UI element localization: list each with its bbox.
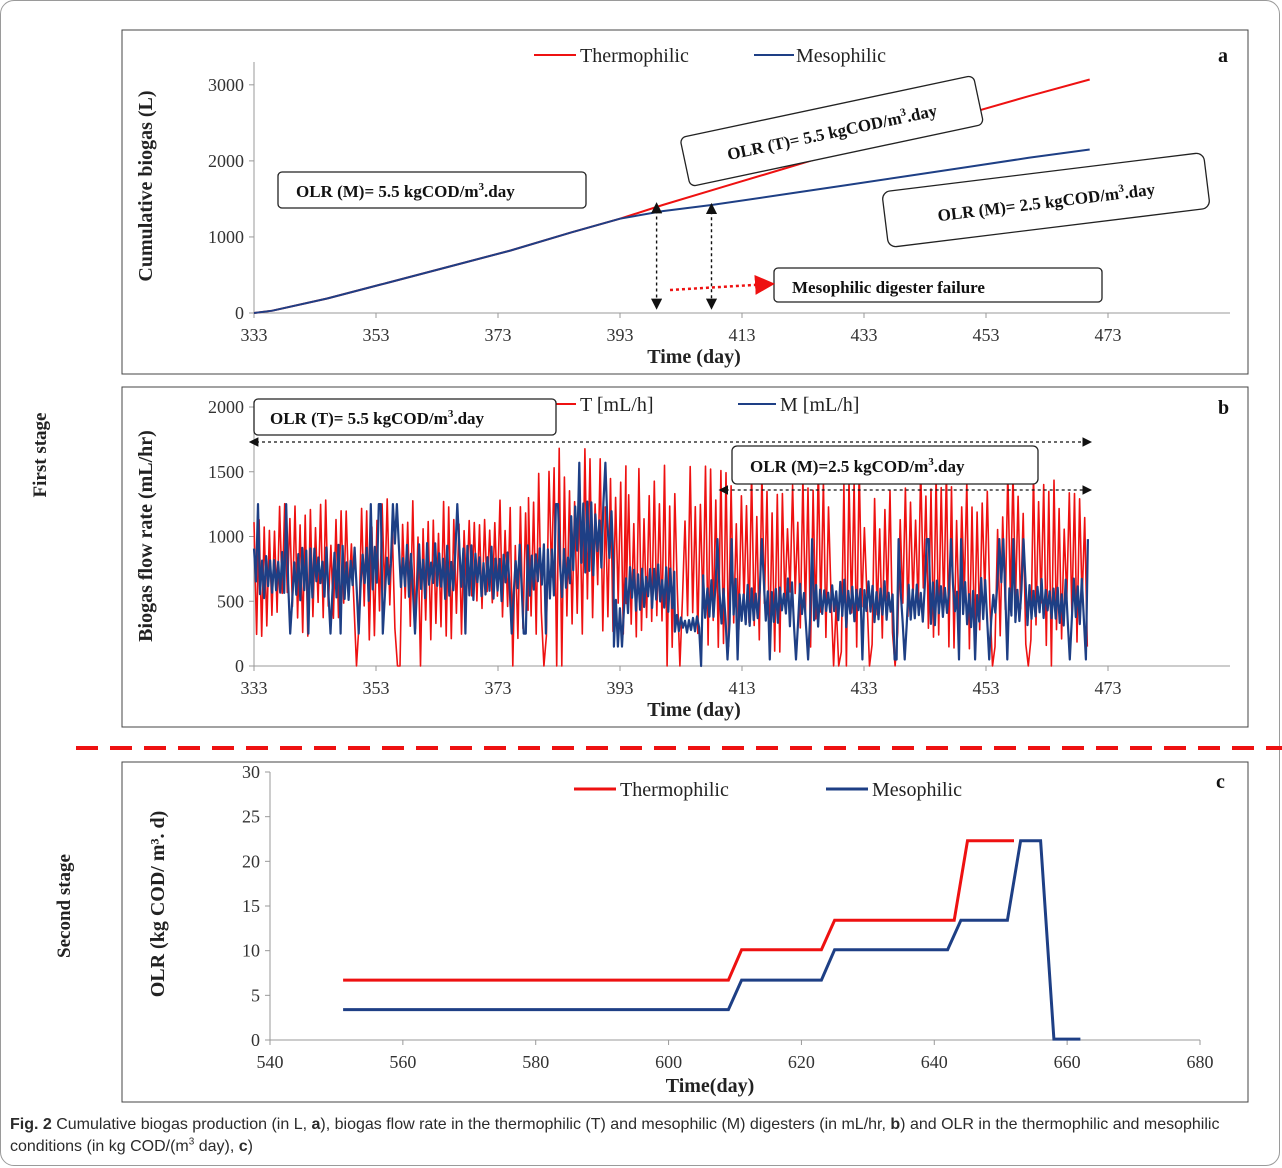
- y-tick-label: 3000: [208, 75, 244, 95]
- x-tick-label: 373: [485, 678, 512, 698]
- x-tick-label: 413: [729, 325, 756, 345]
- series-line-m: [252, 461, 1089, 668]
- x-tick-label: 453: [973, 678, 1000, 698]
- y-tick-label: 25: [242, 807, 260, 827]
- panel-a-frame: [121, 29, 1249, 375]
- panel-c-frame: [121, 761, 1249, 1103]
- y-tick-label: 0: [251, 1030, 260, 1050]
- series-line-mesophilic: [253, 148, 1090, 314]
- y-tick-label: 10: [242, 941, 260, 961]
- failure-pointer-arrow: [669, 274, 775, 295]
- y-tick-label: 20: [242, 851, 260, 871]
- x-tick-label: 473: [1095, 325, 1122, 345]
- svg-text:Mesophilic digester failure: Mesophilic digester failure: [792, 278, 985, 297]
- legend-label-m: M [mL/h]: [780, 394, 859, 416]
- x-tick-label: 353: [363, 325, 390, 345]
- x-tick-label: 393: [607, 678, 634, 698]
- svg-text:OLR (M)= 5.5 kgCOD/m3.day: OLR (M)= 5.5 kgCOD/m3.day: [296, 181, 515, 201]
- annotation-olr-t-55: OLR (T)= 5.5 kgCOD/m3.day: [680, 75, 984, 187]
- annotation-olr-m-25-b: OLR (M)=2.5 kgCOD/m3.day: [731, 445, 1039, 485]
- first-stage-label: First stage: [30, 413, 51, 498]
- y-tick-label: 15: [242, 896, 260, 916]
- panel-a-letter: a: [1218, 45, 1228, 67]
- legend-label-thermophilic: Thermophilic: [580, 45, 689, 67]
- x-tick-label: 433: [851, 325, 878, 345]
- y-tick-label: 1000: [208, 227, 244, 247]
- panel-c-xlabel: Time(day): [666, 1075, 755, 1097]
- x-tick-label: 373: [485, 325, 512, 345]
- x-tick-label: 580: [522, 1052, 549, 1072]
- legend-label-t: T [mL/h]: [580, 394, 654, 416]
- x-tick-label: 433: [851, 678, 878, 698]
- y-tick-label: 1500: [208, 462, 244, 482]
- series-line-thermophilic: [343, 839, 1014, 982]
- panel-b-xlabel: Time (day): [647, 699, 741, 721]
- x-tick-label: 680: [1187, 1052, 1214, 1072]
- panel-a-xlabel: Time (day): [647, 346, 741, 368]
- x-tick-label: 600: [655, 1052, 682, 1072]
- x-tick-label: 640: [921, 1052, 948, 1072]
- y-tick-label: 0: [235, 303, 244, 323]
- series-line-mesophilic: [343, 839, 1081, 1041]
- annotation-failure: Mesophilic digester failure: [773, 267, 1103, 303]
- x-tick-label: 353: [363, 678, 390, 698]
- panel-b-frame: [121, 386, 1249, 728]
- y-tick-label: 500: [217, 591, 244, 611]
- svg-text:OLR (M)=2.5 kgCOD/m3.day: OLR (M)=2.5 kgCOD/m3.day: [750, 456, 965, 476]
- annotation-olr-m-25: OLR (M)= 2.5 kgCOD/m3.day: [882, 152, 1210, 248]
- figure-caption: Fig. 2 Cumulative biogas production (in …: [10, 1116, 1220, 1155]
- x-tick-label: 540: [257, 1052, 284, 1072]
- failure-arrows: [650, 202, 775, 310]
- x-tick-label: 660: [1054, 1052, 1081, 1072]
- x-tick-label: 333: [241, 325, 268, 345]
- svg-text:OLR (T)= 5.5 kgCOD/m3.day: OLR (T)= 5.5 kgCOD/m3.day: [270, 408, 485, 428]
- x-tick-label: 413: [729, 678, 756, 698]
- panel-c-ylabel: OLR (kg COD/ m³. d): [147, 811, 169, 998]
- y-tick-label: 2000: [208, 151, 244, 171]
- legend-label-mesophilic-c: Mesophilic: [872, 779, 962, 801]
- annotation-olr-m-55: OLR (M)= 5.5 kgCOD/m3.day: [277, 171, 587, 209]
- panel-a-ylabel: Cumulative biogas (L): [135, 90, 157, 281]
- range-arrows: [248, 437, 1093, 495]
- panel-b: 0 500 1000 1500 2000 333 353 373 393 413 433 453 47…: [121, 386, 1249, 728]
- panel-b-letter: b: [1218, 397, 1229, 419]
- panel-b-legend: T [mL/h] M [mL/h]: [554, 394, 859, 416]
- y-tick-label: 30: [242, 762, 260, 782]
- legend-label-mesophilic: Mesophilic: [796, 45, 886, 67]
- caption-fig-label: Fig. 2: [10, 1116, 52, 1133]
- panel-a: 0 1000 2000 3000 333 353 373 393 413 433 453 473 a…: [121, 29, 1249, 375]
- legend-label-thermophilic-c: Thermophilic: [620, 779, 729, 801]
- x-tick-label: 620: [788, 1052, 815, 1072]
- annotation-olr-t-55-b: OLR (T)= 5.5 kgCOD/m3.day: [253, 398, 557, 436]
- x-tick-label: 473: [1095, 678, 1122, 698]
- x-tick-label: 453: [973, 325, 1000, 345]
- y-tick-label: 2000: [208, 397, 244, 417]
- y-tick-label: 1000: [208, 527, 244, 547]
- x-tick-label: 393: [607, 325, 634, 345]
- panel-b-ylabel: Biogas flow rate (mL/hr): [135, 430, 157, 642]
- x-tick-label: 333: [241, 678, 268, 698]
- panel-a-legend: Thermophilic Mesophilic: [534, 45, 886, 67]
- panel-c-legend: Thermophilic Mesophilic: [574, 779, 962, 801]
- second-stage-label: Second stage: [54, 854, 75, 958]
- panel-c-letter: c: [1216, 771, 1225, 793]
- x-tick-label: 560: [389, 1052, 416, 1072]
- y-tick-label: 5: [251, 985, 260, 1005]
- y-tick-label: 0: [235, 656, 244, 676]
